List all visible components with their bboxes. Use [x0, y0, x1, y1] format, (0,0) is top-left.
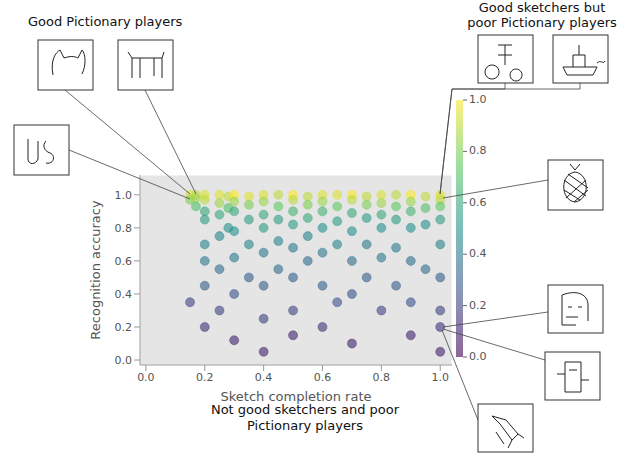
- svg-text:0.2: 0.2: [196, 371, 214, 384]
- svg-text:0.2: 0.2: [115, 321, 133, 334]
- html-text:Not good sketchers and poor Pi: Not good sketchers and poor Pictionary p…: [210, 402, 400, 433]
- svg-text:0.2: 0.2: [469, 299, 487, 312]
- html-text:Good sketchers but poor Pictio: Good sketchers but poor Pictionary playe…: [467, 0, 617, 30]
- svg-text:1.0: 1.0: [469, 93, 487, 106]
- svg-text:0.6: 0.6: [115, 255, 133, 268]
- svg-text:0.6: 0.6: [314, 371, 332, 384]
- svg-text:0.8: 0.8: [469, 144, 487, 157]
- svg-text:1.0: 1.0: [115, 189, 133, 202]
- svg-text:1.0: 1.0: [431, 371, 449, 384]
- svg-text:Recognition accuracy: Recognition accuracy: [88, 200, 103, 340]
- svg-text:0.4: 0.4: [469, 247, 487, 260]
- svg-text:0.0: 0.0: [469, 350, 487, 363]
- svg-text:0.0: 0.0: [137, 371, 155, 384]
- html-text:Good Pictionary players: Good Pictionary players: [28, 14, 183, 29]
- svg-text:Sketch completion rate: Sketch completion rate: [221, 389, 372, 404]
- svg-text:0.6: 0.6: [469, 196, 487, 209]
- svg-text:0.0: 0.0: [115, 354, 133, 367]
- svg-text:0.4: 0.4: [115, 288, 133, 301]
- svg-text:0.8: 0.8: [115, 222, 133, 235]
- svg-text:0.4: 0.4: [255, 371, 273, 384]
- svg-text:0.8: 0.8: [373, 371, 391, 384]
